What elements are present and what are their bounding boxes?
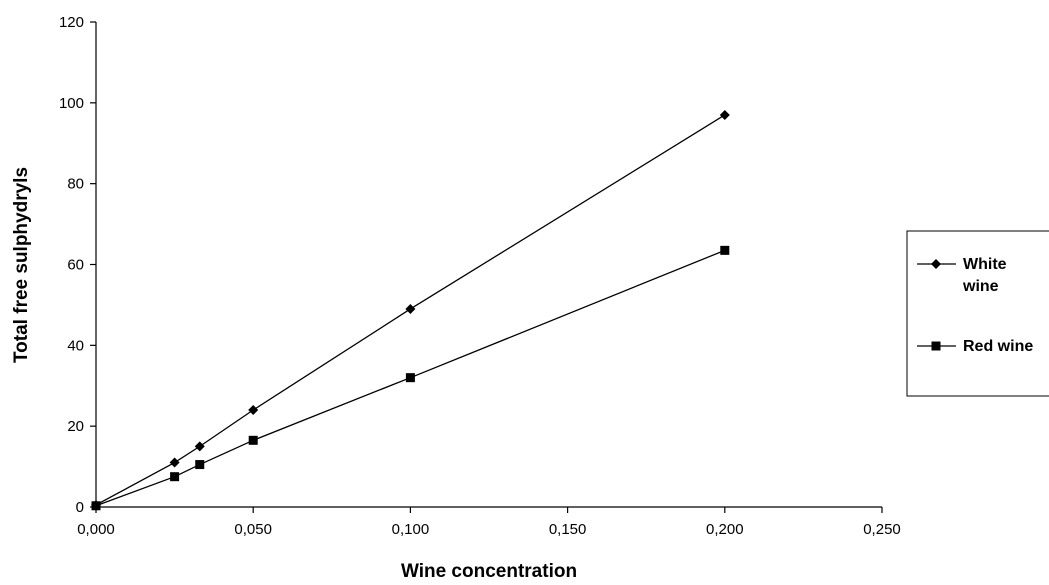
y-tick-label: 120 [59, 14, 84, 31]
x-axis-title: Wine concentration [401, 561, 577, 582]
x-tick-label: 0,150 [549, 521, 587, 538]
x-axis-ticks: 0,000 0,050 0,100 0,150 0,200 0,250 [77, 507, 901, 538]
x-tick-label: 0,100 [392, 521, 430, 538]
y-tick-label: 60 [67, 257, 84, 274]
x-tick-label: 0,200 [706, 521, 744, 538]
legend-item: White wine [917, 256, 1007, 295]
data-point-diamond [194, 441, 205, 452]
series-0 [91, 109, 730, 510]
data-point-diamond [169, 457, 180, 468]
x-tick-label: 0,000 [77, 521, 115, 538]
legend-item: Red wine [917, 338, 1033, 355]
legend-marker-square [931, 341, 941, 351]
legend-box [906, 230, 1049, 397]
legend-label: wine [962, 278, 999, 295]
series-layer [91, 109, 730, 511]
plot-area: 0 20 40 60 80 100 120 0,000 0,050 0,100 0,150 0,20… [59, 14, 901, 538]
data-point-diamond [405, 303, 416, 314]
y-tick-label: 40 [67, 337, 84, 354]
data-point-square [170, 472, 180, 482]
legend-label: White [963, 256, 1007, 273]
y-tick-label: 100 [59, 95, 84, 112]
y-tick-label: 20 [67, 418, 84, 435]
x-tick-label: 0,250 [863, 521, 901, 538]
series-line [95, 249, 726, 507]
data-point-diamond [719, 109, 730, 120]
y-tick-label: 0 [76, 499, 84, 516]
legend-items: White wine Red wine [917, 256, 1033, 355]
data-point-diamond [248, 405, 259, 415]
x-tick-label: 0,050 [234, 521, 272, 538]
legend-label: Red wine [963, 338, 1033, 355]
series-1 [91, 245, 730, 511]
legend-marker-diamond [931, 259, 941, 269]
legend: White wine Red wine [906, 230, 1049, 397]
data-point-square [195, 460, 205, 470]
data-point-square [248, 435, 258, 445]
data-point-square [720, 245, 730, 255]
series-line [95, 114, 726, 506]
y-tick-label: 80 [67, 176, 84, 193]
y-axis-ticks: 0 20 40 60 80 100 120 [59, 14, 96, 516]
data-point-square [405, 373, 415, 383]
data-point-square [91, 501, 101, 511]
y-axis-title: Total free sulphydryls [11, 167, 32, 363]
